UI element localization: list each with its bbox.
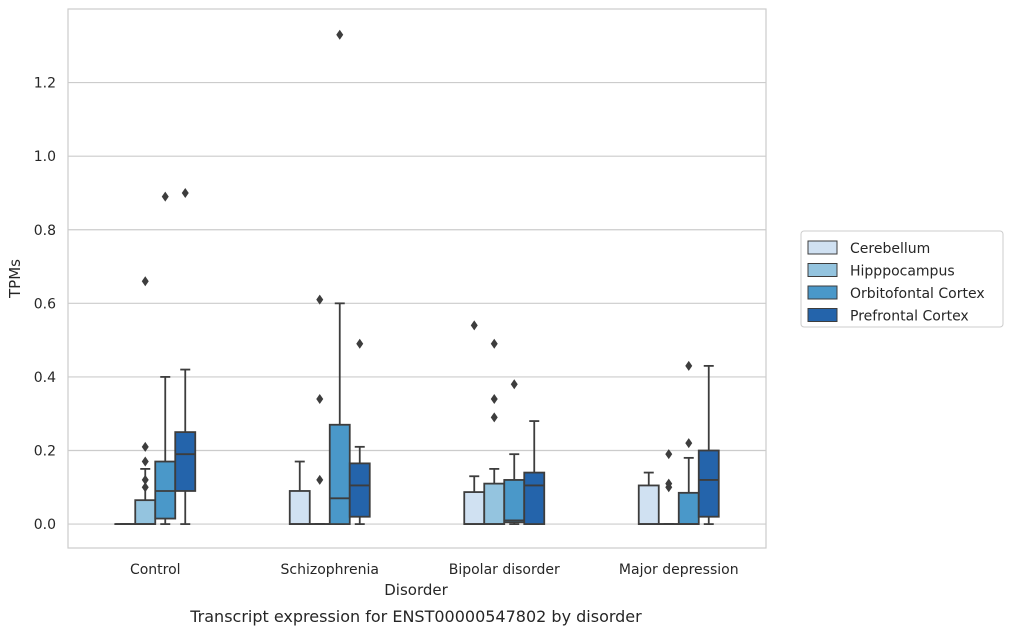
outlier-point [316,294,324,305]
outlier-point [181,187,189,198]
box-prefrontal-cortex [174,187,197,525]
box-cerebellum [463,320,486,525]
legend-label: Orbitofontal Cortex [850,286,985,302]
box-hipppocampus [308,294,331,525]
box-prefrontal-cortex [523,420,546,525]
box-iqr [463,491,486,525]
x-tick-label: Control [130,562,181,578]
legend-label: Hipppocampus [850,264,955,280]
box-iqr [483,482,506,525]
box-iqr [328,423,351,525]
box-hipppocampus [483,338,506,525]
legend-swatch [807,240,838,255]
box-cerebellum [637,471,660,525]
outlier-point [490,393,498,404]
grid-lines [68,81,766,525]
box-iqr [288,490,311,525]
x-axis-label: Disorder [384,581,448,599]
y-tick-label: 1.0 [34,149,56,165]
outlier-point [141,276,149,287]
outlier-point [141,474,149,485]
y-tick-label: 0.8 [34,223,56,239]
box-iqr [677,491,700,525]
box-hipppocampus [657,449,680,525]
y-tick-label: 1.2 [34,76,56,92]
y-tick-label: 0.4 [34,370,56,386]
outlier-point [510,379,518,390]
box-iqr [174,431,197,492]
box-prefrontal-cortex [348,338,371,525]
y-tick-label: 0.2 [34,444,56,460]
x-tick-label: Bipolar disorder [449,562,560,578]
x-tick-label: Major depression [619,562,739,578]
chart-caption: Transcript expression for ENST0000054780… [189,607,642,626]
box-iqr [154,460,177,520]
legend-label: Cerebellum [850,241,930,257]
x-axis-ticks: Control Schizophrenia Bipolar disorder Majo… [130,562,739,578]
box-iqr [503,479,526,524]
outlier-point [356,338,364,349]
outlier-point [490,412,498,423]
box-orbitofontal-cortex [677,360,700,525]
legend-frame [800,230,1004,328]
outlier-point [316,393,324,404]
legend-swatch [807,308,838,322]
outlier-point [685,438,693,449]
x-tick-label: Schizophrenia [281,562,379,578]
outlier-point [141,441,149,452]
legend-swatch [807,263,838,277]
box-groups [114,29,720,525]
y-axis-ticks: 0.0 0.2 0.4 0.6 0.8 1.0 1.2 [34,76,56,534]
box-iqr [697,449,720,518]
y-tick-label: 0.0 [34,517,56,533]
y-axis-label: TPMs [6,259,24,299]
box-iqr [637,484,660,525]
box-iqr [348,462,371,518]
y-tick-label: 0.6 [34,296,56,312]
box-hipppocampus [134,276,157,525]
box-prefrontal-cortex [697,364,720,525]
outlier-point [685,360,693,371]
outlier-point [665,449,673,460]
legend: Cerebellum Hipppocampus Orbitofontal Corte… [800,230,1004,328]
outlier-point [490,338,498,349]
box-iqr [134,499,157,525]
box-cerebellum [288,460,311,525]
outlier-point [316,474,324,485]
box-orbitofontal-cortex [503,379,526,525]
outlier-point [141,482,149,493]
outlier-point [665,478,673,489]
outlier-point [161,191,169,202]
outlier-point [470,320,478,331]
box-orbitofontal-cortex [328,29,351,525]
legend-swatch [807,285,838,300]
box-orbitofontal-cortex [154,191,177,525]
box-iqr [523,471,546,525]
plot-frame [67,8,767,549]
legend-label: Prefrontal Cortex [850,309,969,325]
outlier-point [336,29,344,40]
outlier-point [141,456,149,467]
